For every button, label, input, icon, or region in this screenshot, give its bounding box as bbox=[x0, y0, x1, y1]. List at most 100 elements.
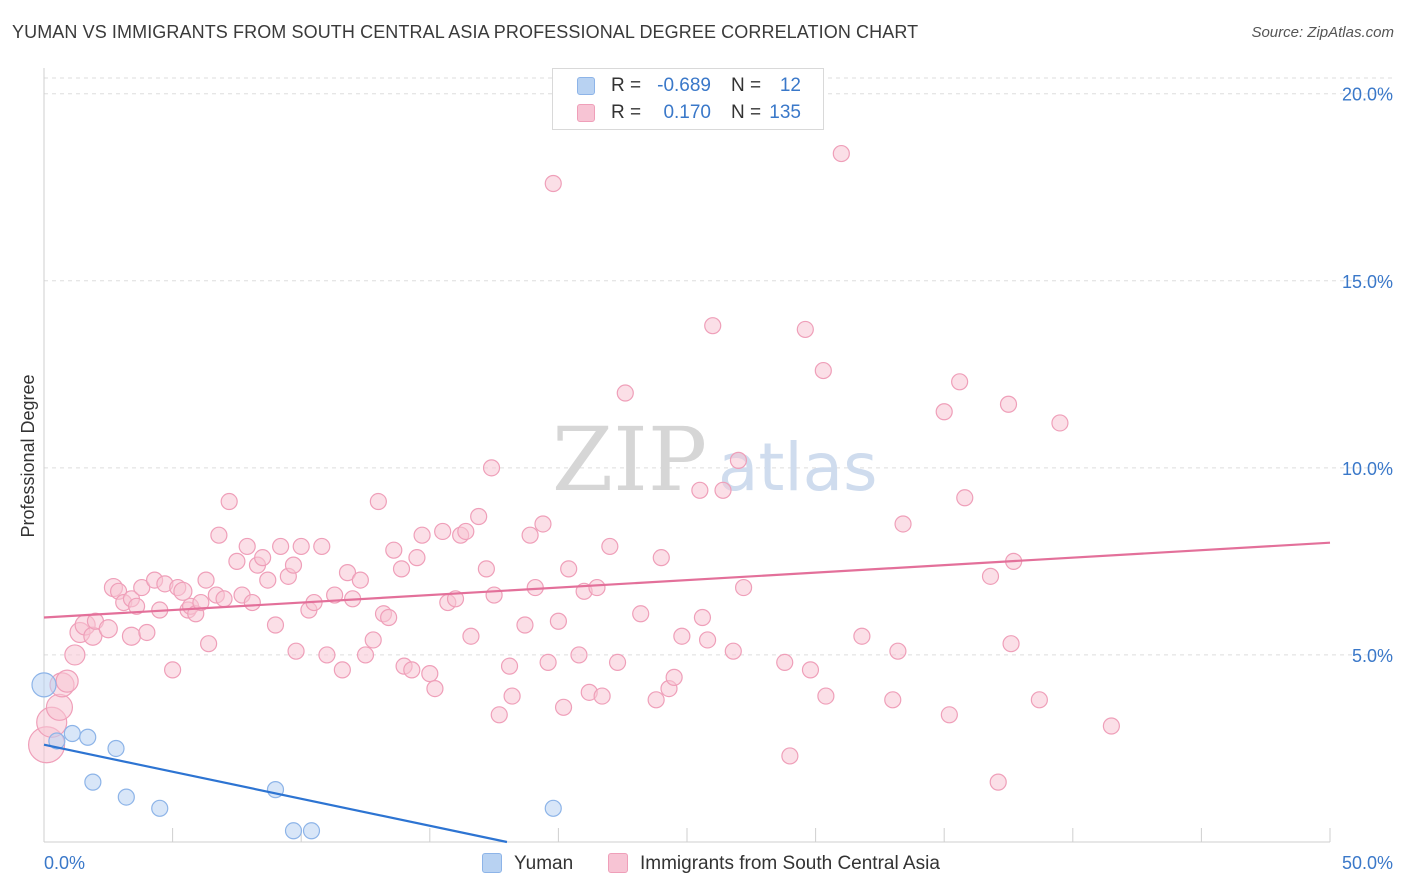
y-axis-label: Professional Degree bbox=[18, 374, 38, 537]
yuman-point bbox=[151, 799, 169, 817]
immigrants-point bbox=[1030, 691, 1048, 709]
yuman-point bbox=[48, 732, 66, 750]
immigrants-point bbox=[776, 653, 794, 672]
immigrants-point bbox=[238, 537, 256, 556]
immigrants-point bbox=[485, 586, 503, 604]
immigrants-point bbox=[413, 526, 431, 544]
immigrants-point bbox=[133, 578, 151, 597]
immigrants-point bbox=[1002, 635, 1020, 653]
legend-label: Immigrants from South Central Asia bbox=[640, 853, 940, 874]
immigrants-point bbox=[539, 653, 557, 672]
yuman-point bbox=[117, 788, 135, 806]
immigrants-point bbox=[210, 526, 228, 544]
n-label: N = bbox=[731, 75, 762, 96]
immigrants-point bbox=[338, 564, 357, 582]
immigrants-point bbox=[956, 489, 974, 507]
immigrants-point bbox=[853, 627, 871, 645]
immigrants-point bbox=[408, 549, 426, 567]
y-tick-label: 15.0% bbox=[1342, 272, 1393, 292]
immigrants-point bbox=[704, 317, 722, 335]
immigrants-point bbox=[940, 706, 958, 724]
immigrants-point bbox=[632, 605, 650, 623]
immigrants-point bbox=[192, 593, 210, 612]
immigrants-point bbox=[832, 144, 850, 163]
immigrants-point bbox=[608, 653, 627, 672]
immigrants-point bbox=[426, 679, 444, 698]
immigrants-point bbox=[729, 451, 748, 469]
immigrants-point bbox=[272, 537, 290, 556]
immigrants-point bbox=[817, 687, 835, 705]
immigrants-point bbox=[796, 320, 814, 339]
immigrants-point bbox=[380, 608, 398, 627]
immigrants-point bbox=[55, 669, 79, 693]
source-note: Source: ZipAtlas.com bbox=[1251, 24, 1394, 41]
immigrants-point bbox=[698, 631, 717, 649]
immigrants-point bbox=[254, 549, 272, 567]
immigrants-point bbox=[889, 642, 907, 660]
r-value: -0.689 bbox=[657, 75, 711, 96]
immigrants-point bbox=[259, 571, 277, 589]
immigrants-point bbox=[220, 492, 238, 511]
immigrants-point bbox=[691, 481, 709, 499]
immigrants-point bbox=[392, 560, 411, 578]
immigrants-point bbox=[462, 627, 480, 645]
yuman-point bbox=[31, 672, 57, 698]
yuman-trend-line bbox=[43, 743, 508, 844]
legend-swatch-blue bbox=[577, 77, 595, 95]
immigrants-point bbox=[999, 395, 1018, 413]
immigrants-point bbox=[215, 590, 233, 608]
immigrants-point bbox=[500, 657, 519, 675]
immigrants-point bbox=[1051, 414, 1069, 432]
y-tick-label: 20.0% bbox=[1342, 85, 1393, 105]
immigrants-point bbox=[951, 373, 969, 391]
y-tick-label: 5.0% bbox=[1352, 646, 1393, 666]
yuman-point bbox=[79, 728, 97, 746]
immigrants-point bbox=[593, 687, 611, 705]
n-value: 135 bbox=[769, 102, 801, 123]
immigrants-point bbox=[369, 492, 387, 511]
immigrants-point bbox=[734, 578, 753, 597]
immigrants-point bbox=[284, 556, 303, 574]
n-label: N = bbox=[731, 102, 762, 123]
immigrants-point bbox=[814, 361, 832, 380]
immigrants-point bbox=[197, 571, 215, 589]
immigrants-point bbox=[549, 612, 568, 630]
immigrants-point bbox=[981, 567, 1000, 585]
immigrants-point bbox=[64, 644, 86, 666]
immigrants-point bbox=[503, 687, 521, 705]
immigrants-point bbox=[164, 661, 182, 679]
r-label: R = bbox=[611, 75, 642, 96]
immigrants-point bbox=[781, 747, 799, 765]
yuman-point bbox=[284, 822, 303, 840]
immigrants-point bbox=[356, 646, 375, 664]
immigrants-point bbox=[292, 537, 310, 556]
immigrants-point bbox=[434, 522, 452, 541]
watermark-atlas: atlas bbox=[718, 429, 878, 506]
immigrants-point bbox=[45, 693, 74, 721]
immigrants-point bbox=[243, 593, 261, 612]
immigrants-point bbox=[385, 541, 403, 559]
trend-lines bbox=[43, 541, 1331, 844]
immigrants-point bbox=[470, 507, 488, 526]
immigrants-point bbox=[490, 706, 508, 724]
immigrants-point bbox=[333, 661, 351, 679]
immigrants-point bbox=[894, 515, 912, 533]
legend-swatch-blue bbox=[482, 853, 502, 873]
immigrants-point bbox=[724, 642, 742, 660]
immigrants-point bbox=[516, 616, 534, 634]
immigrants-point bbox=[477, 560, 495, 578]
immigrants-point bbox=[616, 384, 634, 402]
immigrants-point bbox=[714, 481, 732, 499]
series-legend: Yuman Immigrants from South Central Asia bbox=[0, 852, 1406, 876]
legend-label: Yuman bbox=[514, 853, 574, 874]
yuman-point bbox=[84, 773, 102, 791]
immigrants-point bbox=[364, 631, 382, 649]
immigrants-point bbox=[652, 549, 670, 567]
immigrants-point bbox=[554, 698, 573, 716]
immigrants-point bbox=[570, 646, 588, 664]
immigrants-point bbox=[693, 608, 712, 627]
immigrants-point bbox=[287, 642, 305, 660]
n-value: 12 bbox=[779, 75, 801, 96]
r-label: R = bbox=[611, 102, 642, 123]
